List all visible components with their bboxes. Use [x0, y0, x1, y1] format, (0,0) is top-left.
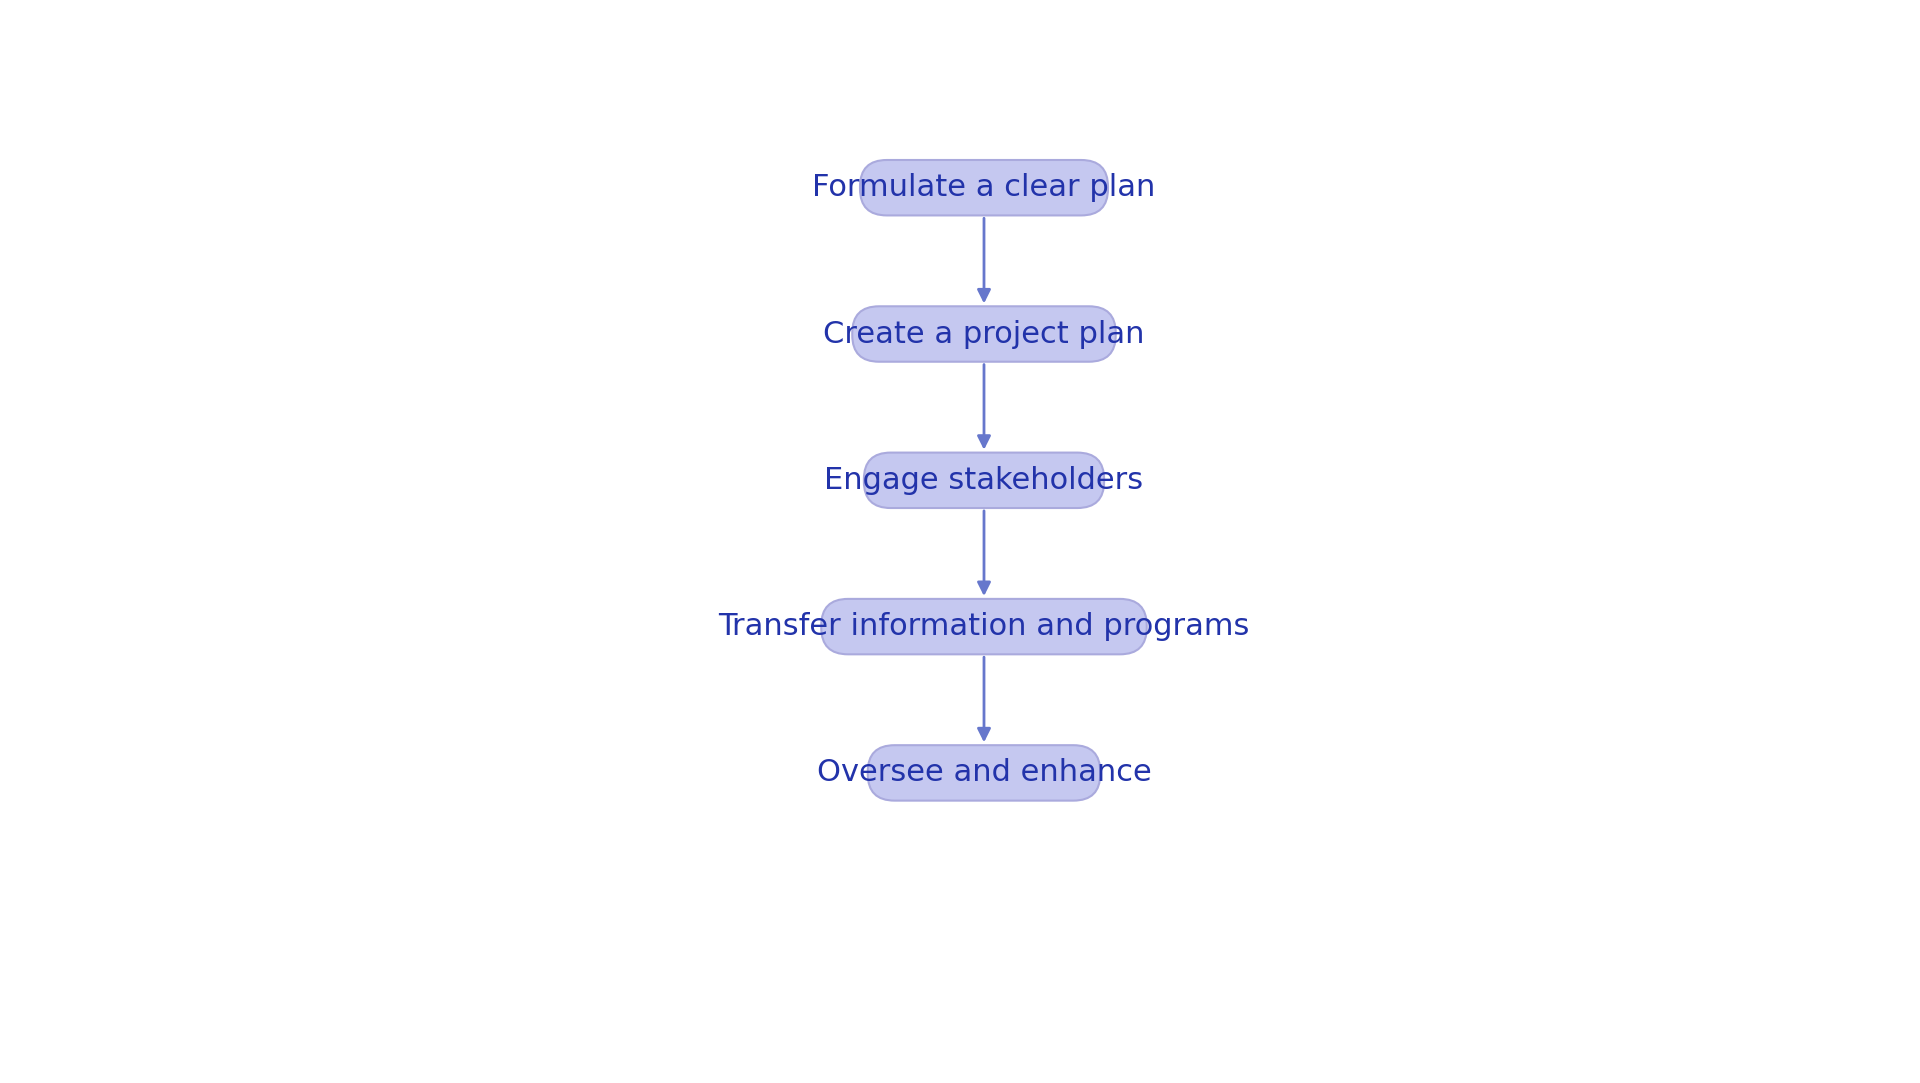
FancyBboxPatch shape	[860, 160, 1108, 216]
FancyBboxPatch shape	[868, 745, 1100, 800]
Text: Oversee and enhance: Oversee and enhance	[816, 758, 1152, 787]
Text: Engage stakeholders: Engage stakeholders	[824, 466, 1144, 495]
Text: Formulate a clear plan: Formulate a clear plan	[812, 173, 1156, 203]
FancyBboxPatch shape	[822, 599, 1146, 654]
Text: Transfer information and programs: Transfer information and programs	[718, 612, 1250, 641]
FancyBboxPatch shape	[864, 453, 1104, 508]
FancyBboxPatch shape	[852, 306, 1116, 362]
Text: Create a project plan: Create a project plan	[824, 319, 1144, 349]
